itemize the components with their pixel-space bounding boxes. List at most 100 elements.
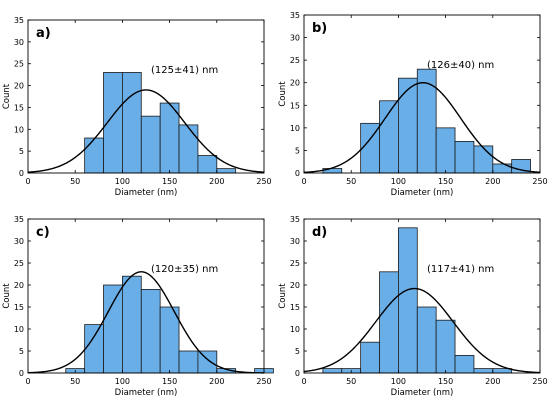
y-tick-label: 5	[19, 347, 24, 356]
histogram-bar	[197, 350, 218, 374]
y-tick-label: 15	[290, 303, 300, 312]
histogram-bar	[360, 341, 380, 374]
y-tick-label: 20	[14, 281, 24, 290]
panel-letter: b)	[312, 21, 327, 36]
histogram-panel: 0 50 100 150 200 250 0 5 10 15 20 25 30 35 Diameter (n…	[278, 11, 548, 198]
x-axis-label: Diameter (nm)	[115, 388, 178, 398]
size-annotation: (117±41) nm	[427, 264, 494, 275]
x-tick-label: 200	[209, 177, 224, 186]
y-tick-label: 20	[290, 79, 300, 88]
plot-frame	[303, 14, 541, 174]
panel-letter: c)	[36, 225, 50, 240]
histogram-bar	[492, 163, 513, 174]
x-tick-label: 50	[70, 177, 80, 186]
x-tick-label: 50	[346, 177, 356, 186]
x-tick-label: 200	[485, 377, 500, 386]
y-tick-label: 30	[14, 38, 24, 47]
x-tick-label: 0	[25, 177, 30, 186]
x-tick-label: 150	[162, 177, 177, 186]
x-tick-label: 150	[162, 377, 177, 386]
histogram-panel: 0 50 100 150 200 250 0 5 10 15 20 25 30 35 Diameter (n…	[278, 215, 548, 398]
y-tick-label: 30	[14, 237, 24, 246]
size-annotation: (126±40) nm	[427, 60, 494, 71]
histogram-bar	[122, 72, 142, 174]
histogram-bar	[140, 115, 161, 174]
x-tick-label: 200	[485, 177, 500, 186]
y-tick-label: 0	[295, 369, 300, 378]
x-tick-label: 250	[256, 177, 271, 186]
histogram-bar	[178, 350, 199, 374]
y-tick-label: 10	[290, 325, 300, 334]
x-axis-label: Diameter (nm)	[391, 388, 454, 398]
x-axis-label: Diameter (nm)	[391, 188, 454, 198]
histogram-bar	[379, 271, 399, 374]
y-tick-label: 30	[290, 34, 300, 43]
y-tick-label: 25	[290, 56, 300, 65]
plot-frame	[303, 218, 541, 374]
y-axis-label: Count	[2, 83, 12, 109]
histogram-bar	[397, 77, 418, 174]
x-tick-label: 250	[256, 377, 271, 386]
y-tick-label: 25	[14, 60, 24, 69]
histogram-bar	[159, 102, 180, 174]
histogram-bar	[397, 227, 418, 374]
histogram-bar	[197, 155, 218, 174]
y-axis-label: Count	[2, 283, 12, 309]
x-tick-label: 200	[209, 377, 224, 386]
y-tick-label: 0	[295, 169, 300, 178]
x-tick-label: 250	[532, 177, 547, 186]
y-tick-label: 35	[290, 11, 300, 20]
size-annotation: (125±41) nm	[151, 65, 218, 76]
x-tick-label: 250	[532, 377, 547, 386]
plot-frame	[27, 218, 265, 374]
y-tick-label: 0	[19, 169, 24, 178]
x-tick-label: 0	[25, 377, 30, 386]
y-tick-label: 5	[295, 347, 300, 356]
histogram-bar	[84, 137, 104, 174]
x-tick-label: 50	[346, 377, 356, 386]
gaussian-fit-curve	[27, 89, 265, 173]
histogram-bar	[140, 288, 161, 374]
y-tick-label: 15	[290, 101, 300, 110]
size-annotation: (120±35) nm	[151, 264, 218, 275]
x-tick-label: 100	[391, 377, 406, 386]
histogram-panel: 0 50 100 150 200 250 0 5 10 15 20 25 30 35 Diameter (n…	[2, 215, 274, 398]
x-tick-label: 150	[438, 177, 453, 186]
gaussian-fit-curve	[303, 82, 541, 174]
y-tick-label: 30	[290, 237, 300, 246]
y-tick-label: 0	[19, 369, 24, 378]
histogram-bar	[473, 368, 494, 374]
plot-frame	[27, 19, 265, 174]
histogram-bar	[416, 68, 437, 174]
histogram-bar	[435, 127, 456, 174]
gaussian-fit-curve	[27, 271, 265, 374]
y-tick-label: 5	[295, 146, 300, 155]
histogram-bar	[416, 306, 437, 374]
x-axis-label: Diameter (nm)	[115, 188, 178, 198]
histogram-bar	[103, 284, 123, 374]
histogram-bar	[216, 168, 237, 174]
histogram-bar	[435, 319, 456, 374]
histogram-bar	[84, 324, 104, 374]
y-tick-label: 20	[290, 281, 300, 290]
y-tick-label: 10	[14, 325, 24, 334]
y-tick-label: 10	[14, 125, 24, 134]
y-tick-label: 5	[19, 147, 24, 156]
histogram-bar	[178, 124, 199, 174]
histogram-bar	[322, 368, 343, 374]
x-tick-label: 100	[115, 177, 130, 186]
panel-letter: a)	[36, 26, 51, 41]
x-tick-label: 0	[301, 377, 306, 386]
histogram-bar	[159, 306, 180, 374]
gaussian-fit-curve	[303, 287, 541, 374]
x-tick-label: 150	[438, 377, 453, 386]
y-tick-label: 15	[14, 303, 24, 312]
y-tick-label: 35	[14, 215, 24, 224]
histogram-bar	[454, 140, 475, 174]
y-tick-label: 15	[14, 103, 24, 112]
x-tick-label: 100	[115, 377, 130, 386]
histogram-bar	[454, 354, 475, 374]
y-tick-label: 20	[14, 82, 24, 91]
y-tick-label: 25	[290, 259, 300, 268]
y-tick-label: 35	[14, 16, 24, 25]
